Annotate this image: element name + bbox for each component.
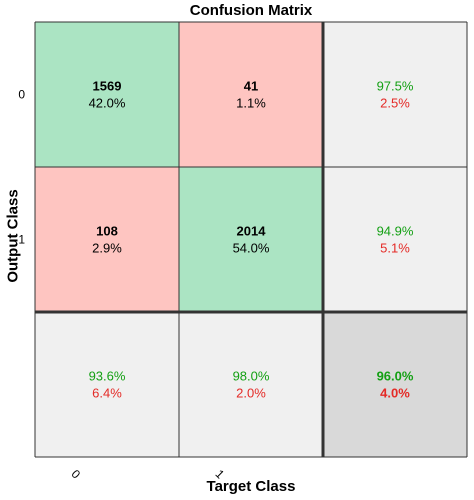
x-tick-label-0: 0 bbox=[69, 467, 84, 482]
cell-percent-1-0: 2.9% bbox=[92, 241, 122, 256]
chart-title: Confusion Matrix bbox=[189, 2, 313, 19]
column-summary-incorrect-0: 6.4% bbox=[92, 386, 122, 401]
matrix-cell-1-2 bbox=[323, 167, 467, 312]
matrix-cell-0-2 bbox=[323, 22, 467, 167]
y-tick-label-1: 1 bbox=[18, 233, 25, 247]
matrix-cell-0-0 bbox=[35, 22, 179, 167]
column-summary-correct-1: 98.0% bbox=[233, 369, 270, 384]
y-tick-label-0: 0 bbox=[18, 88, 25, 102]
cell-percent-1-1: 54.0% bbox=[233, 241, 270, 256]
overall-incorrect: 4.0% bbox=[380, 386, 410, 401]
matrix-cell-2-0 bbox=[35, 312, 179, 457]
cell-percent-0-1: 1.1% bbox=[236, 96, 266, 111]
row-summary-correct-0: 97.5% bbox=[377, 79, 414, 94]
row-summary-incorrect-0: 2.5% bbox=[380, 96, 410, 111]
matrix-cell-0-1 bbox=[179, 22, 323, 167]
cell-count-1-0: 108 bbox=[96, 224, 118, 239]
column-summary-correct-0: 93.6% bbox=[89, 369, 126, 384]
column-summary-incorrect-1: 2.0% bbox=[236, 386, 266, 401]
matrix-cell-1-1 bbox=[179, 167, 323, 312]
cell-count-1-1: 2014 bbox=[237, 224, 267, 239]
cell-count-0-0: 1569 bbox=[93, 79, 122, 94]
cell-count-0-1: 41 bbox=[244, 79, 258, 94]
matrix-cell-2-1 bbox=[179, 312, 323, 457]
row-summary-correct-1: 94.9% bbox=[377, 224, 414, 239]
matrix-cell-1-0 bbox=[35, 167, 179, 312]
x-axis-label: Target Class bbox=[206, 478, 296, 495]
cell-percent-0-0: 42.0% bbox=[89, 96, 126, 111]
overall-correct: 96.0% bbox=[377, 369, 414, 384]
matrix-cell-2-2 bbox=[323, 312, 467, 457]
row-summary-incorrect-1: 5.1% bbox=[380, 241, 410, 256]
x-tick-label-1: 1 bbox=[213, 467, 228, 482]
